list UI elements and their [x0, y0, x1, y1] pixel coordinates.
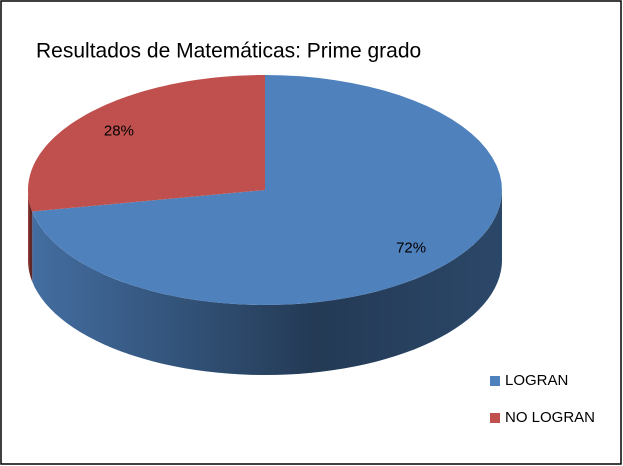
legend-swatch	[490, 413, 500, 423]
data-label: 72%	[396, 240, 426, 257]
chart-title: Resultados de Matemáticas: Prime grado	[36, 40, 421, 63]
slice	[32, 75, 502, 305]
legend-label: NO LOGRAN	[505, 409, 595, 426]
data-label: 28%	[104, 122, 134, 139]
slice	[28, 75, 266, 212]
legend-label: LOGRAN	[505, 372, 568, 389]
slice-side-shade	[28, 190, 33, 282]
slice-side-shade	[32, 190, 502, 375]
legend-swatch	[490, 376, 500, 386]
